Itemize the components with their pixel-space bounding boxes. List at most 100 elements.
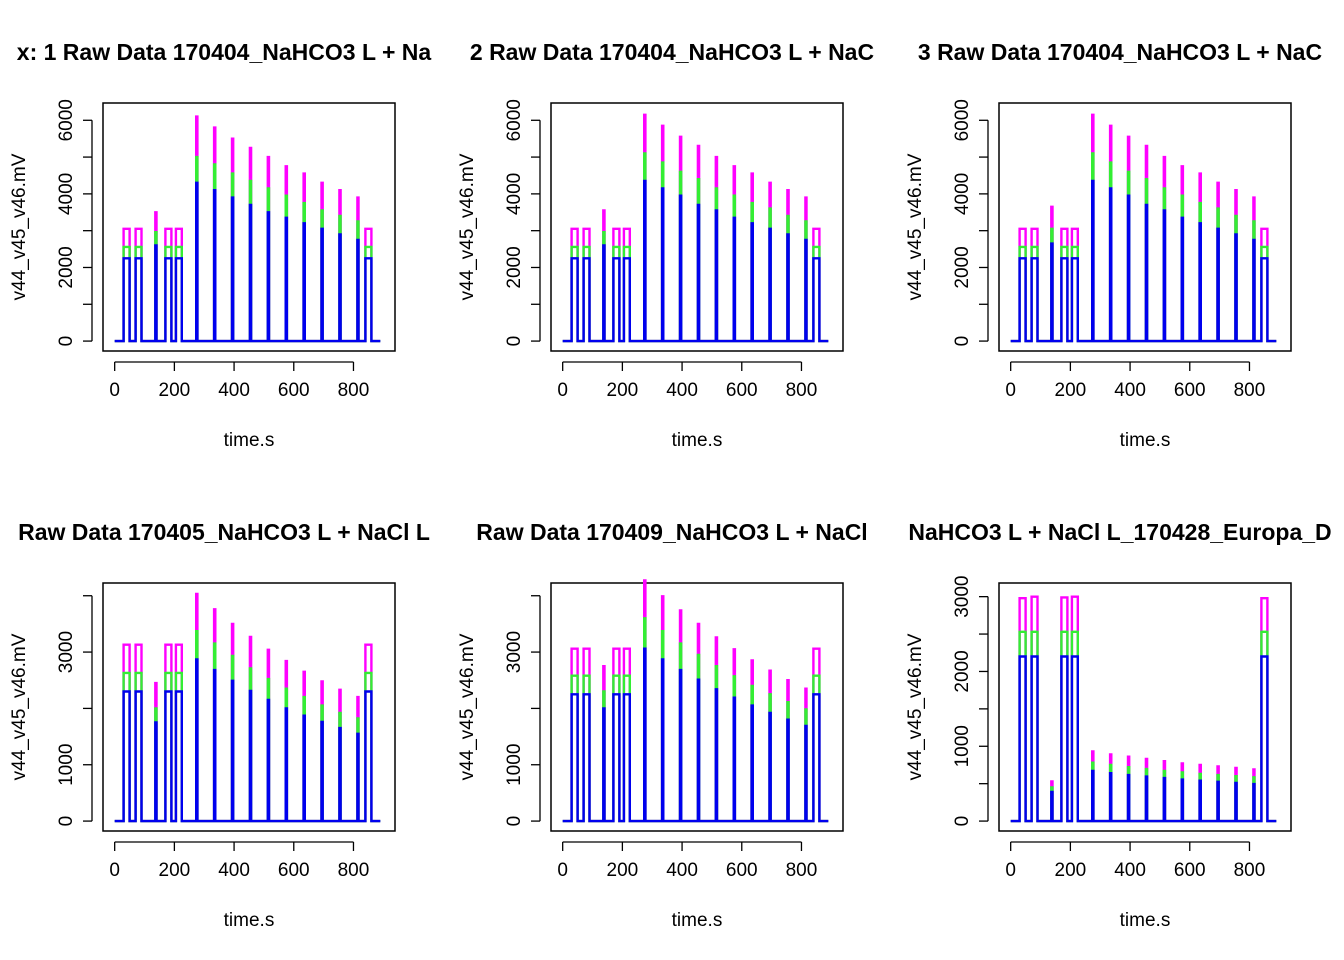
chart-title: 2 Raw Data 170404_NaHCO3 L + NaC bbox=[470, 39, 874, 65]
x-tick-label: 200 bbox=[159, 860, 191, 881]
y-tick-label: 1000 bbox=[952, 725, 973, 767]
x-tick-label: 800 bbox=[1234, 860, 1266, 881]
y-tick-label: 3000 bbox=[504, 631, 525, 673]
plot-frame bbox=[102, 102, 396, 352]
x-axis-label: time.s bbox=[672, 910, 723, 931]
x-axis-label: time.s bbox=[672, 430, 723, 451]
x-axis-label: time.s bbox=[1120, 430, 1171, 451]
x-tick-label: 200 bbox=[1055, 860, 1087, 881]
x-tick-label: 600 bbox=[726, 860, 758, 881]
y-tick-label: 3000 bbox=[56, 631, 77, 673]
y-tick-label: 4000 bbox=[504, 173, 525, 215]
x-axis: 0 200 400 600 800 time.s bbox=[109, 361, 370, 451]
x-axis: 0 200 400 600 800 time.s bbox=[557, 841, 818, 931]
chart-title: x: 1 Raw Data 170404_NaHCO3 L + Na bbox=[17, 39, 432, 65]
x-tick-label: 0 bbox=[557, 860, 568, 881]
y-axis: 0 1000 3000 v44_v45_v46.mV bbox=[9, 595, 93, 827]
series-line-v44 bbox=[1010, 655, 1277, 823]
y-axis-label: v44_v45_v46.mV bbox=[457, 153, 478, 300]
y-axis: 0 2000 4000 6000 v44_v45_v46.mV bbox=[905, 99, 989, 347]
x-tick-label: 800 bbox=[338, 860, 370, 881]
plot-frame bbox=[998, 102, 1292, 352]
x-axis-label: time.s bbox=[224, 430, 275, 451]
y-tick-label: 4000 bbox=[56, 173, 77, 215]
y-tick-label: 0 bbox=[952, 336, 973, 347]
x-tick-label: 600 bbox=[1174, 380, 1206, 401]
x-tick-label: 600 bbox=[278, 860, 310, 881]
plot-frame bbox=[550, 102, 844, 352]
chart-title: 3 Raw Data 170404_NaHCO3 L + NaC bbox=[918, 39, 1322, 65]
x-tick-label: 400 bbox=[666, 380, 698, 401]
plot-frame bbox=[998, 582, 1292, 832]
x-tick-label: 400 bbox=[1114, 380, 1146, 401]
series-line-v44 bbox=[1010, 179, 1277, 343]
y-tick-label: 2000 bbox=[952, 650, 973, 692]
y-tick-label: 1000 bbox=[504, 744, 525, 786]
x-axis: 0 200 400 600 800 time.s bbox=[1005, 841, 1266, 931]
y-tick-label: 6000 bbox=[952, 99, 973, 141]
x-axis-label: time.s bbox=[1120, 910, 1171, 931]
y-tick-label: 6000 bbox=[504, 99, 525, 141]
x-tick-label: 0 bbox=[109, 860, 120, 881]
y-tick-label: 3000 bbox=[952, 576, 973, 618]
plot-frame bbox=[102, 582, 396, 832]
y-tick-label: 2000 bbox=[952, 246, 973, 288]
x-tick-label: 200 bbox=[607, 860, 639, 881]
series-line-v44 bbox=[562, 179, 829, 343]
chart-panel-2: 2 Raw Data 170404_NaHCO3 L + NaC 0 200 400 6… bbox=[457, 39, 874, 451]
x-axis-label: time.s bbox=[224, 910, 275, 931]
chart-panel-4: Raw Data 170405_NaHCO3 L + NaCl L 0 200 400… bbox=[9, 519, 430, 931]
x-tick-label: 400 bbox=[218, 380, 250, 401]
y-tick-label: 0 bbox=[952, 816, 973, 827]
chart-panel-1: x: 1 Raw Data 170404_NaHCO3 L + Na 0 200 40… bbox=[9, 39, 431, 451]
plot-frame bbox=[550, 582, 844, 832]
y-tick-label: 0 bbox=[504, 336, 525, 347]
x-axis: 0 200 400 600 800 time.s bbox=[109, 841, 370, 931]
y-tick-label: 0 bbox=[56, 336, 77, 347]
chart-panel-5: Raw Data 170409_NaHCO3 L + NaCl 0 200 400 60… bbox=[457, 519, 868, 931]
x-tick-label: 200 bbox=[607, 380, 639, 401]
y-axis-label: v44_v45_v46.mV bbox=[457, 633, 478, 780]
x-tick-label: 400 bbox=[218, 860, 250, 881]
x-tick-label: 600 bbox=[1174, 860, 1206, 881]
y-axis: 0 2000 4000 6000 v44_v45_v46.mV bbox=[457, 99, 541, 347]
y-axis-label: v44_v45_v46.mV bbox=[9, 633, 30, 780]
x-tick-label: 800 bbox=[1234, 380, 1266, 401]
series-line-v44 bbox=[114, 658, 381, 823]
y-axis-label: v44_v45_v46.mV bbox=[9, 153, 30, 300]
y-axis-label: v44_v45_v46.mV bbox=[905, 153, 926, 300]
series-line-v44 bbox=[114, 181, 381, 343]
y-axis: 0 1000 3000 v44_v45_v46.mV bbox=[457, 595, 541, 827]
x-tick-label: 0 bbox=[109, 380, 120, 401]
y-tick-label: 1000 bbox=[56, 744, 77, 786]
y-tick-label: 4000 bbox=[952, 173, 973, 215]
x-tick-label: 200 bbox=[1055, 380, 1087, 401]
y-tick-label: 0 bbox=[56, 816, 77, 827]
x-tick-label: 0 bbox=[1005, 860, 1016, 881]
y-axis-label: v44_v45_v46.mV bbox=[905, 633, 926, 780]
x-tick-label: 600 bbox=[278, 380, 310, 401]
y-tick-label: 6000 bbox=[56, 99, 77, 141]
chart-title: NaHCO3 L + NaCl L_170428_Europa_D bbox=[908, 519, 1331, 545]
x-tick-label: 600 bbox=[726, 380, 758, 401]
series-line-v44 bbox=[562, 647, 829, 823]
x-tick-label: 800 bbox=[338, 380, 370, 401]
x-tick-label: 200 bbox=[159, 380, 191, 401]
x-axis: 0 200 400 600 800 time.s bbox=[1005, 361, 1266, 451]
chart-title: Raw Data 170409_NaHCO3 L + NaCl bbox=[476, 519, 867, 545]
y-tick-label: 2000 bbox=[56, 246, 77, 288]
y-tick-label: 2000 bbox=[504, 246, 525, 288]
chart-title: Raw Data 170405_NaHCO3 L + NaCl L bbox=[18, 519, 430, 545]
x-tick-label: 0 bbox=[557, 380, 568, 401]
y-tick-label: 0 bbox=[504, 816, 525, 827]
chart-panel-6: NaHCO3 L + NaCl L_170428_Europa_D 0 200 400… bbox=[905, 519, 1332, 931]
x-tick-label: 0 bbox=[1005, 380, 1016, 401]
x-tick-label: 800 bbox=[786, 860, 818, 881]
y-axis: 0 1000 2000 3000 v44_v45_v46.mV bbox=[905, 576, 989, 827]
x-tick-label: 800 bbox=[786, 380, 818, 401]
x-axis: 0 200 400 600 800 time.s bbox=[557, 361, 818, 451]
chart-panel-3: 3 Raw Data 170404_NaHCO3 L + NaC 0 200 400 6… bbox=[905, 39, 1322, 451]
y-axis: 0 2000 4000 6000 v44_v45_v46.mV bbox=[9, 99, 93, 347]
x-tick-label: 400 bbox=[1114, 860, 1146, 881]
